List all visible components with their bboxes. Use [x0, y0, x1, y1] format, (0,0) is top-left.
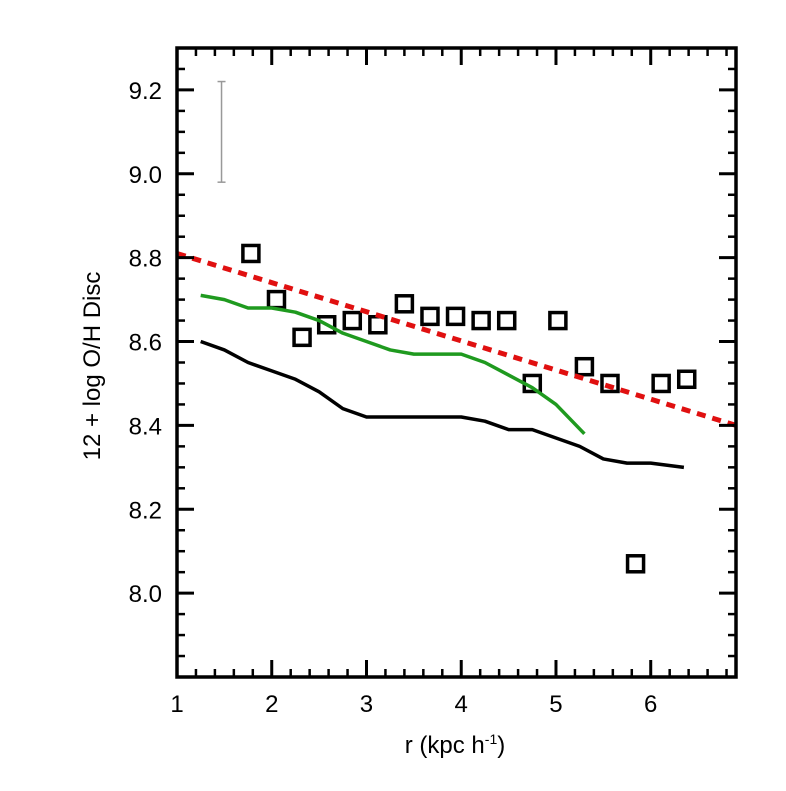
plot-frame [175, 46, 738, 679]
y-tick-label: 9.2 [129, 78, 162, 105]
x-axis-title-superscript: -1 [485, 731, 498, 747]
data-point-square [342, 310, 363, 331]
data-point-square [574, 356, 595, 377]
data-point-square [316, 315, 337, 335]
y-axis-title: 12 + log O/H Disc [79, 272, 106, 461]
y-tick-label: 8.0 [129, 581, 162, 608]
x-tick-label: 6 [644, 691, 657, 718]
data-point-square [496, 310, 517, 331]
dashed-fit-line [177, 251, 736, 428]
data-point-square [420, 306, 440, 327]
data-point-square [548, 310, 568, 331]
data-point-square [471, 310, 491, 331]
y-tick-label: 9.0 [129, 162, 162, 189]
data-point-square [676, 369, 697, 390]
black-profile-line [200, 339, 685, 470]
y-tick-label: 8.4 [129, 413, 162, 440]
x-tick-label: 5 [549, 691, 562, 718]
data-point-square [600, 373, 620, 394]
green-profile-line [200, 293, 586, 436]
x-tick-label: 4 [455, 691, 468, 718]
data-point-square [241, 243, 261, 264]
data-point-square [292, 327, 312, 348]
x-tick-label: 1 [170, 691, 183, 718]
plot-area [177, 80, 736, 574]
label-layer: 1 2 3 4 5 6 8.0 8.2 8.4 8.6 8.8 9.0 9.2 [129, 78, 658, 718]
data-point-square [266, 289, 287, 310]
y-tick-label: 8.2 [129, 497, 162, 524]
x-tick-label: 2 [265, 691, 278, 718]
x-axis-title-end: ) [497, 732, 505, 759]
data-point-square [651, 373, 671, 394]
data-point-square [625, 554, 646, 574]
data-point-square [394, 294, 415, 314]
x-tick-label: 3 [360, 691, 373, 718]
y-tick-label: 8.8 [129, 246, 162, 273]
plot-layer [177, 80, 736, 574]
y-tick-label: 8.6 [129, 330, 162, 357]
x-axis-title-main: r (kpc h [405, 732, 485, 759]
data-point-square [445, 306, 466, 327]
error-bar [217, 80, 226, 183]
x-axis-title: r (kpc h-1) [405, 731, 505, 759]
tick-layer [175, 46, 738, 679]
